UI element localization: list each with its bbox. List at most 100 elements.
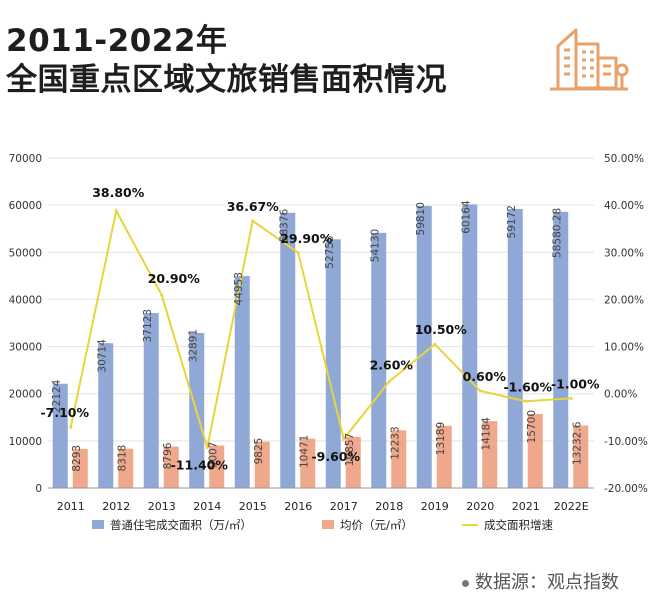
area-bar: [416, 206, 432, 488]
growth-point: [69, 425, 73, 429]
title-line-1: 2011-2022年: [6, 23, 228, 59]
growth-point: [478, 389, 482, 393]
growth-value-label: -1.60%: [503, 379, 552, 394]
x-tick-label: 2020: [466, 500, 494, 513]
price-bar: [573, 425, 589, 488]
area-value-label: 30714: [97, 339, 109, 373]
area-bar: [371, 232, 387, 488]
price-value-label: 10471: [299, 435, 311, 468]
area-bar: [52, 383, 68, 488]
area-value-label: 58580.28: [552, 208, 564, 258]
x-tick-label: 2017: [330, 500, 358, 513]
price-value-label: 12233: [390, 426, 402, 459]
growth-point: [387, 379, 391, 383]
legend-swatch-area: [92, 520, 104, 529]
growth-point: [524, 399, 528, 403]
area-bar: [325, 239, 341, 488]
city-buildings-icon: [550, 28, 629, 91]
growth-value-label: -1.00%: [551, 376, 600, 391]
price-bar: [300, 438, 316, 488]
y2-tick-label: 10.00%: [604, 342, 644, 354]
gridlines: [48, 157, 594, 489]
price-value-label: 8318: [117, 445, 129, 472]
y-tick-label: 30000: [9, 342, 42, 354]
price-value-label: 9825: [253, 438, 265, 465]
growth-value-label: -7.10%: [40, 405, 89, 420]
price-value-label: 10857: [344, 433, 356, 466]
area-value-label: 44953: [233, 272, 245, 305]
growth-value-label: -11.40%: [171, 457, 229, 472]
growth-value-label: 36.67%: [227, 199, 280, 214]
area-bar: [143, 312, 159, 488]
growth-line: [69, 207, 573, 449]
x-tick-label: 2011: [57, 500, 85, 513]
axes: 0 10000 20000 30000 40000 50000 60000 70000 -20.…: [9, 153, 648, 513]
x-tick-label: 2022E: [554, 500, 589, 513]
area-bar: [507, 209, 523, 489]
legend-label-growth: 成交面积增速: [484, 518, 553, 532]
price-value-label: 14184: [481, 417, 493, 451]
y-tick-label: 10000: [9, 436, 42, 448]
growth-value-label: 38.80%: [92, 185, 145, 200]
growth-point: [296, 251, 300, 255]
area-bar: [234, 276, 250, 488]
price-value-label: 15700: [526, 410, 538, 443]
price-bar: [118, 448, 134, 488]
bullet-icon: [462, 579, 469, 587]
growth-point: [114, 209, 118, 213]
area-value-label: 59172: [506, 205, 518, 238]
x-tick-label: 2012: [102, 500, 130, 513]
growth-value-label: 20.90%: [148, 271, 201, 286]
y2-tick-label: 40.00%: [604, 200, 644, 212]
y2-tick-label: 20.00%: [604, 294, 644, 306]
growth-value-label: 10.50%: [415, 322, 468, 337]
growth-value-label: 29.90%: [280, 231, 333, 246]
area-bar: [280, 212, 296, 488]
source-text: 数据源：观点指数: [475, 572, 619, 593]
growth-point: [205, 445, 209, 449]
x-tick-label: 2014: [193, 500, 221, 513]
area-bar: [553, 211, 569, 488]
x-tick-label: 2021: [512, 500, 540, 513]
title-line-2: 全国重点区域文旅销售面积情况: [6, 62, 447, 98]
x-tick-label: 2016: [284, 500, 312, 513]
x-tick-label: 2013: [148, 500, 176, 513]
area-value-label: 60164: [461, 200, 473, 234]
price-value-label: 13189: [435, 422, 447, 455]
growth-polyline: [69, 207, 572, 448]
y-tick-label: 40000: [9, 294, 42, 306]
growth-value-label: -9.60%: [311, 449, 360, 464]
growth-value-label: 2.60%: [370, 357, 414, 372]
price-bar: [72, 448, 88, 488]
legend: 普通住宅成交面积（万/㎡） 均价（元/㎡） 成交面积增速: [92, 518, 553, 532]
area-value-label: 32891: [188, 329, 200, 362]
y-tick-label: 0: [35, 483, 42, 495]
price-bar: [391, 430, 407, 488]
y-tick-label: 50000: [9, 247, 42, 259]
source-footer: 数据源：观点指数: [462, 568, 619, 594]
y2-tick-label: 50.00%: [604, 153, 644, 165]
bars: [52, 204, 589, 489]
growth-point: [251, 219, 255, 223]
y-tick-label: 60000: [9, 200, 42, 212]
area-value-label: 59810: [415, 202, 427, 235]
x-tick-label: 2019: [421, 500, 449, 513]
price-value-label: 8796: [162, 442, 174, 469]
y-tick-label: 70000: [9, 153, 42, 165]
area-value-label: 37123: [142, 309, 154, 342]
growth-value-label: 0.60%: [463, 369, 507, 384]
growth-point: [433, 342, 437, 346]
price-bar: [163, 446, 179, 488]
price-value-label: 8293: [71, 445, 83, 472]
growth-point: [160, 293, 164, 297]
price-bar: [254, 441, 270, 488]
area-value-label: 54130: [370, 229, 382, 262]
y2-tick-label: -10.00%: [604, 436, 648, 448]
page-title: 2011-2022年 全国重点区域文旅销售面积情况: [6, 22, 447, 100]
y2-tick-label: -20.00%: [604, 483, 648, 495]
y2-tick-label: 30.00%: [604, 247, 644, 259]
area-bar: [98, 343, 114, 488]
x-tick-label: 2015: [239, 500, 267, 513]
area-value-label: 52755: [324, 235, 336, 268]
